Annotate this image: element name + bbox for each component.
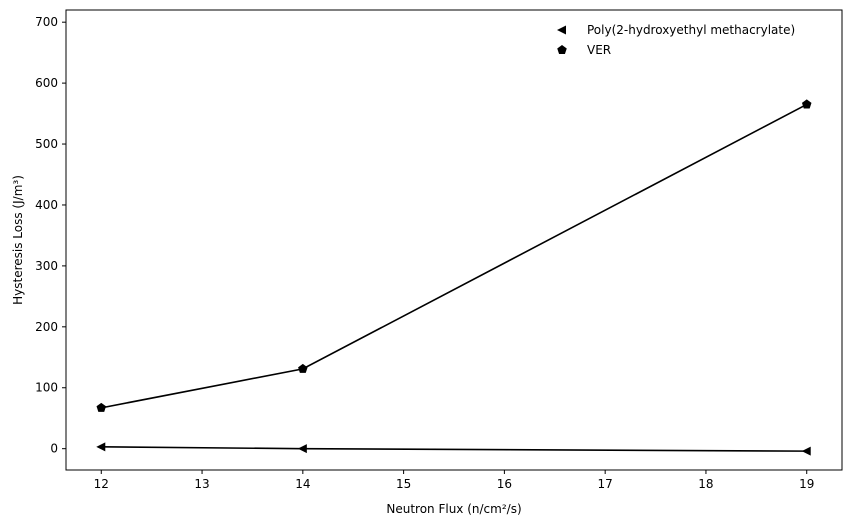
data-point (96, 402, 107, 412)
x-tick-label: 12 (94, 477, 109, 491)
x-tick-label: 14 (295, 477, 310, 491)
legend-marker (557, 45, 567, 55)
x-tick-label: 17 (598, 477, 613, 491)
x-tick-label: 18 (698, 477, 713, 491)
y-tick-label: 100 (35, 381, 58, 395)
x-tick-label: 15 (396, 477, 411, 491)
x-tick-label: 13 (194, 477, 209, 491)
y-tick-label: 500 (35, 137, 58, 151)
y-tick-label: 0 (50, 442, 58, 456)
series-1 (96, 442, 811, 456)
legend-marker (557, 25, 566, 35)
data-point (801, 99, 812, 109)
axis-ticks: 12 13 14 15 16 17 18 19 0 100 200 300 400 500 600 700 (35, 15, 814, 491)
legend-label: VER (587, 43, 611, 57)
y-tick-label: 700 (35, 15, 58, 29)
y-tick-label: 300 (35, 259, 58, 273)
data-point (96, 442, 106, 452)
y-axis-label: Hysteresis Loss (J/m³) (11, 175, 25, 305)
legend: Poly(2-hydroxyethyl methacrylate) VER (557, 23, 795, 57)
plot-area (65, 9, 843, 471)
legend-label: Poly(2-hydroxyethyl methacrylate) (587, 23, 795, 37)
x-tick-label: 16 (497, 477, 512, 491)
data-point (801, 446, 811, 456)
data-point (298, 363, 308, 373)
y-tick-label: 600 (35, 76, 58, 90)
x-axis-label: Neutron Flux (n/cm²/s) (386, 502, 521, 516)
y-tick-label: 200 (35, 320, 58, 334)
series-2 (96, 99, 812, 412)
y-tick-label: 400 (35, 198, 58, 212)
data-point (297, 444, 307, 454)
series-layer (96, 99, 812, 456)
x-tick-label: 19 (799, 477, 814, 491)
